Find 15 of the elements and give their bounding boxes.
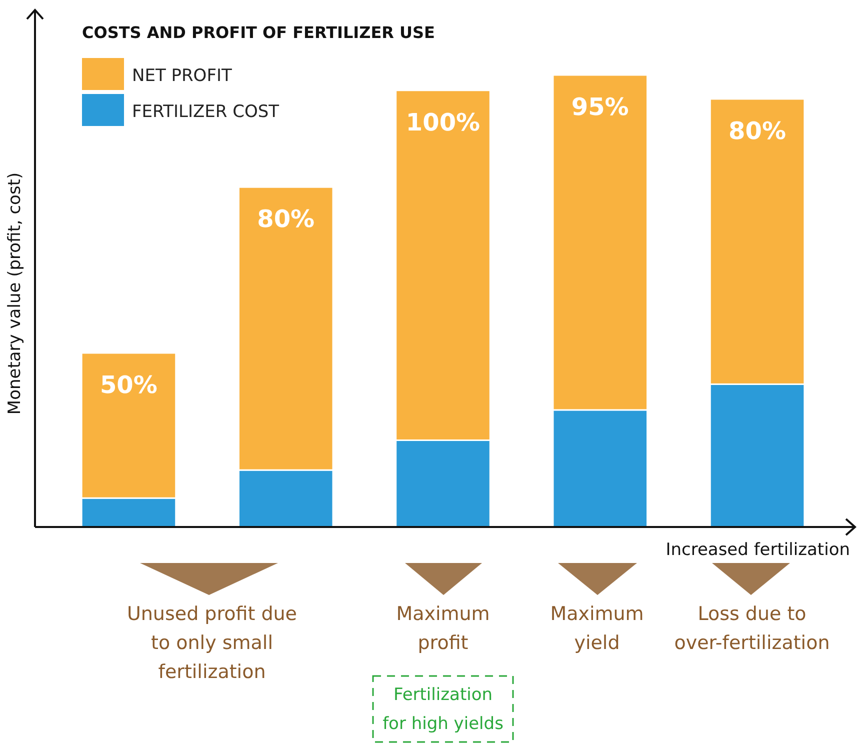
legend-label: FERTILIZER COST bbox=[132, 102, 280, 122]
chart-title: COSTS AND PROFIT OF FERTILIZER USE bbox=[82, 23, 435, 42]
legend-label: NET PROFIT bbox=[132, 66, 232, 86]
text: Maximum profit bbox=[396, 603, 490, 654]
annotation: 95% bbox=[571, 93, 629, 121]
annotation: 100% bbox=[406, 108, 480, 136]
y-axis-title: Monetary value (profit, cost) bbox=[5, 172, 25, 415]
text: Loss due to over-fertilization bbox=[674, 603, 830, 654]
text: Unused profit due to only small fertilization bbox=[126, 603, 298, 683]
annotation: 50% bbox=[100, 370, 158, 399]
annotation: 80% bbox=[257, 205, 315, 234]
annotation: 80% bbox=[728, 116, 786, 145]
text: Maximum yield bbox=[550, 603, 644, 654]
text: Fertilization for high yields bbox=[382, 685, 504, 734]
x-axis-title: Increased fertilization bbox=[666, 540, 850, 560]
